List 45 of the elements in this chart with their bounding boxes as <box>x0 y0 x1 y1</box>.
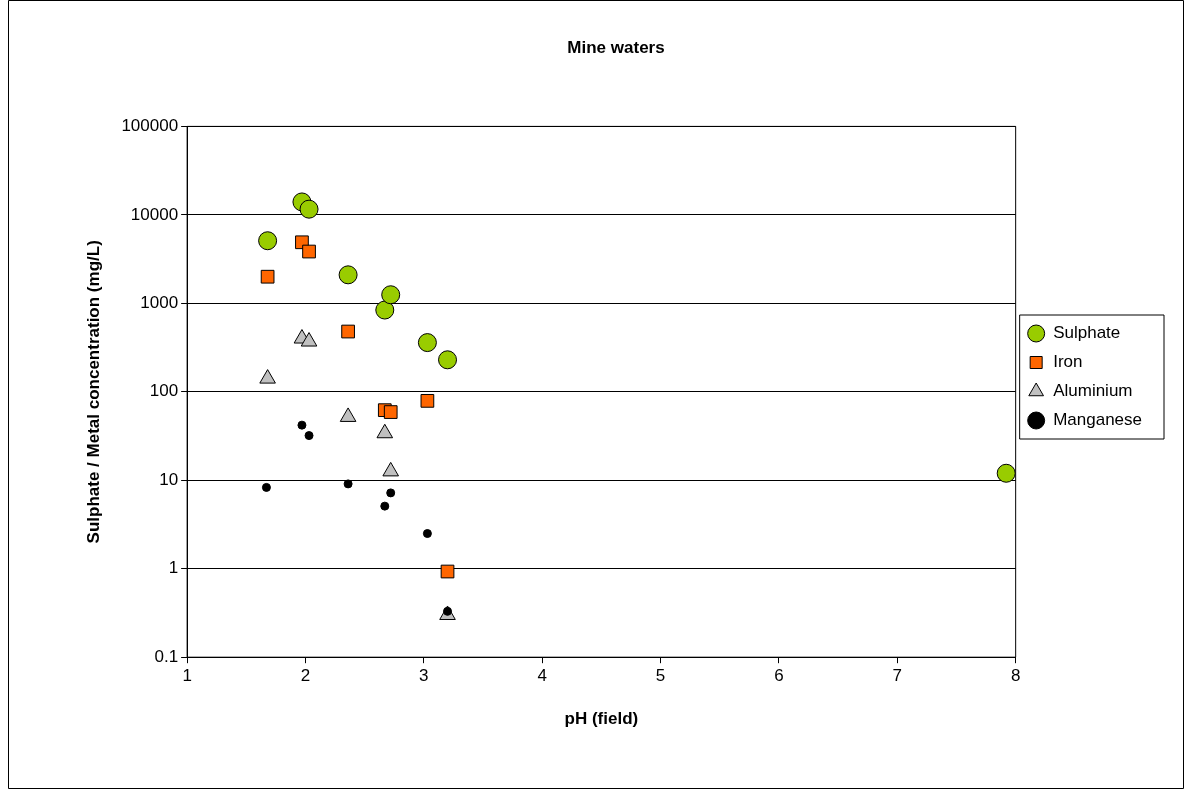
point <box>420 393 435 408</box>
y-tick-label: 0.1 <box>154 646 179 666</box>
x-tick-label: 4 <box>537 666 547 686</box>
y-tick-label: 100 <box>149 381 179 401</box>
point <box>261 482 271 492</box>
point <box>297 420 307 430</box>
point <box>996 463 1016 483</box>
point <box>341 324 355 339</box>
x-tick-label: 8 <box>1010 666 1021 686</box>
x-tick-label: 3 <box>419 666 429 686</box>
y-tick-label: 1 <box>168 558 179 578</box>
point <box>440 564 455 579</box>
x-tick-label: 5 <box>655 666 666 686</box>
point <box>375 300 395 320</box>
y-tick-label: 100000 <box>121 116 179 136</box>
x-axis-title: pH (field) <box>564 709 639 729</box>
point <box>343 479 353 489</box>
point <box>380 501 390 511</box>
point <box>258 231 278 251</box>
x-tick-label: 6 <box>774 666 784 686</box>
legend-label: Manganese <box>1053 410 1142 430</box>
point <box>381 285 401 305</box>
x-tick-label: 7 <box>892 666 903 686</box>
x-tick-label: 2 <box>300 666 311 686</box>
point <box>338 265 358 285</box>
point <box>386 488 396 498</box>
y-axis-title: Sulphate / Metal concentration (mg/L) <box>83 240 103 544</box>
point <box>300 332 318 347</box>
chart-title: Mine waters <box>567 37 665 57</box>
point <box>383 405 398 419</box>
y-tick-label: 10000 <box>130 204 179 224</box>
point <box>422 529 432 539</box>
point <box>259 369 276 384</box>
y-tick-label: 1000 <box>140 293 179 313</box>
point <box>438 350 458 370</box>
point <box>299 199 319 219</box>
point <box>417 333 437 353</box>
legend-label: Aluminium <box>1053 381 1133 401</box>
legend-label: Iron <box>1053 352 1083 372</box>
legend-label: Sulphate <box>1053 323 1121 343</box>
y-tick-label: 10 <box>159 469 179 489</box>
point <box>304 431 314 441</box>
point <box>260 269 275 284</box>
point <box>302 244 316 259</box>
x-tick-label: 1 <box>182 666 192 686</box>
